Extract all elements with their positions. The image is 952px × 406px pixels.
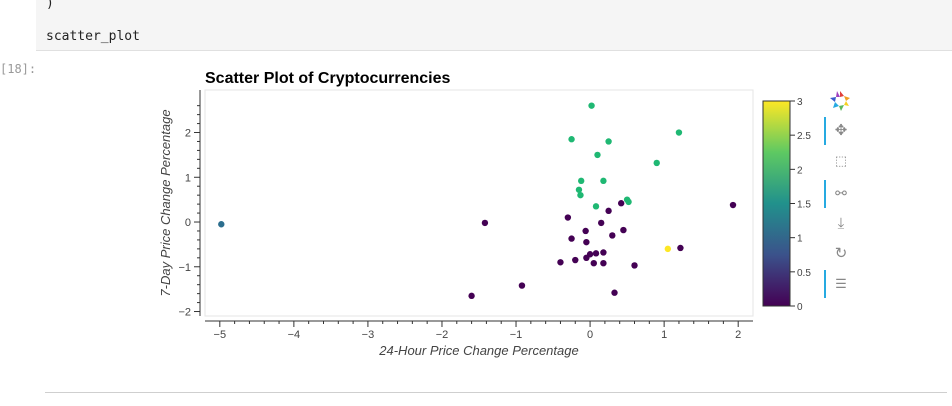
data-point [675,129,683,136]
wheel-zoom-icon[interactable]: ⚯ [835,185,847,201]
output-prompt: [18]: [0,62,37,76]
y-tick-label: 2 [185,128,191,140]
hover-icon[interactable]: ☰ [835,276,847,291]
data-point [597,219,605,227]
data-point [631,262,638,269]
colorbar-ticks: 0 0.5 1 1.5 2 2.5 3 [790,97,811,313]
chart-title: Scatter Plot of Cryptocurrencies [205,70,451,87]
x-tick-label: −5 [214,329,227,341]
y-tick-label: −1 [178,262,191,274]
colorbar-tick-label: 2.5 [797,131,811,142]
reset-icon[interactable]: ↻ [834,245,848,262]
y-tick-label: 1 [185,172,191,184]
data-point [218,221,225,228]
bokeh-logo-icon[interactable] [829,90,851,112]
data-point [568,136,575,143]
y-tick-label: 0 [185,217,191,229]
data-point [611,289,618,296]
box-zoom-icon[interactable]: ⬚ [834,153,848,168]
x-tick-label: −1 [510,329,523,341]
colorbar-tick-label: 1.5 [797,200,811,211]
data-point [572,256,579,264]
colorbar-tick-label: 0.5 [797,268,811,279]
x-tick-label: −4 [288,329,301,341]
active-tool-indicator-wheel [824,180,826,208]
x-axis: −5 −4 −3 −2 −1 0 1 2 [205,320,753,341]
scatter-points [218,102,737,300]
data-point [594,151,601,159]
colorbar-tick-label: 0 [797,302,803,313]
colorbar [762,100,791,307]
x-tick-label: −2 [436,329,449,341]
y-axis: −2 −1 0 1 2 [178,90,201,319]
y-axis-label: 7-Day Price Change Percentage [158,109,173,296]
y-tick-label: −2 [178,307,191,319]
x-tick-label: −3 [362,329,375,341]
data-point [609,232,616,239]
x-tick-label: 2 [735,329,741,341]
data-point [575,186,583,193]
data-point [592,250,600,257]
data-point [583,254,590,262]
colorbar-tick-label: 2 [797,165,803,176]
data-point [664,245,672,253]
code-line-1: ) [46,0,54,11]
x-tick-label: 0 [587,329,593,341]
x-axis-label: 24-Hour Price Change Percentage [378,343,578,358]
pan-icon[interactable]: ✥ [834,122,848,139]
data-point [620,226,627,234]
data-point [588,102,595,109]
active-tool-indicator-hover [824,270,826,298]
data-point [583,238,590,246]
save-icon[interactable]: ⤓ [837,215,845,232]
data-point [568,235,575,242]
active-tool-indicator-pan [824,117,826,145]
data-point [577,191,584,199]
data-point [590,259,597,267]
data-point [557,259,564,266]
data-point [653,159,660,167]
data-point [600,259,607,267]
data-point [600,249,607,256]
plot-area[interactable] [204,89,754,317]
code-cell[interactable]: ) scatter_plot [36,0,952,51]
data-point [729,201,737,209]
data-point [564,214,572,221]
data-point [617,200,625,207]
data-point [468,292,475,300]
data-point [481,219,489,227]
colorbar-tick-label: 3 [797,97,803,108]
data-point [518,282,526,289]
data-point [677,244,684,252]
data-point [605,138,612,145]
code-line-2: scatter_plot [46,29,140,44]
data-point [625,198,632,206]
data-point [577,177,585,185]
x-tick-label: 1 [661,329,667,341]
data-point [582,227,589,235]
data-point [592,203,600,210]
cell-divider [45,392,947,393]
data-point [600,177,607,185]
colorbar-tick-label: 1 [797,234,803,245]
data-point [605,207,612,215]
